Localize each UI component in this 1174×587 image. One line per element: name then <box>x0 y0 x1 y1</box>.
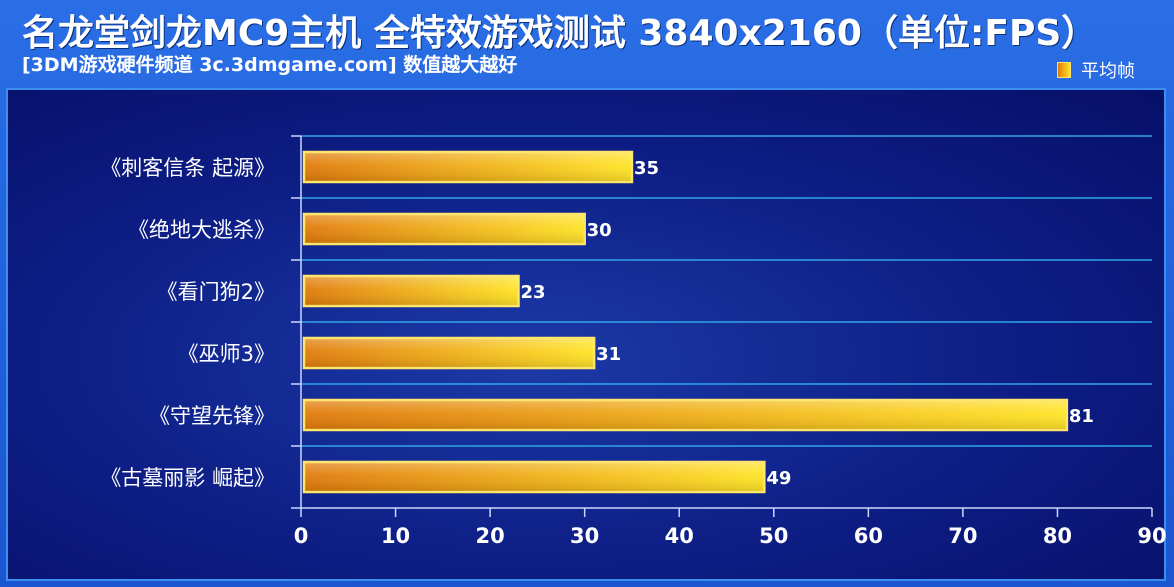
grid-lines <box>301 135 1152 447</box>
bar-shine <box>305 339 594 367</box>
x-tick-label: 40 <box>665 524 694 548</box>
category-label: 《守望先锋》 <box>149 404 275 428</box>
bar-shine <box>305 463 764 491</box>
x-tick-label: 70 <box>948 524 977 548</box>
bar-shine <box>305 153 631 181</box>
x-tick-label: 20 <box>475 524 504 548</box>
x-tick-label: 80 <box>1043 524 1072 548</box>
plot-panel <box>6 88 1166 581</box>
category-label: 《古墓丽影 崛起》 <box>100 466 275 490</box>
legend-swatch <box>1057 62 1071 78</box>
value-label: 23 <box>520 282 545 303</box>
category-label: 《看门狗2》 <box>157 280 275 304</box>
x-tick-label: 60 <box>854 524 883 548</box>
labels: 0 10 20 30 40 50 60 70 80 90 《刺客信条 起源》 35 《绝地大逃杀》 30 《… <box>100 156 1166 548</box>
value-label: 35 <box>634 158 659 179</box>
x-tick-label: 10 <box>381 524 410 548</box>
bar-shine <box>305 277 518 305</box>
value-label: 49 <box>766 468 791 489</box>
x-tick-label: 0 <box>294 524 309 548</box>
legend-label: 平均帧 <box>1081 61 1135 82</box>
bar-shine <box>305 401 1066 429</box>
axes <box>291 135 1153 517</box>
value-label: 30 <box>587 220 612 241</box>
value-label: 31 <box>596 344 621 365</box>
category-label: 《刺客信条 起源》 <box>100 156 275 180</box>
bars <box>302 150 1069 494</box>
category-label: 《巫师3》 <box>178 342 275 366</box>
x-tick-label: 90 <box>1137 524 1166 548</box>
bar-shine <box>305 215 584 243</box>
chart-title: 名龙堂剑龙MC9主机 全特效游戏测试 3840x2160（单位:FPS） <box>22 13 1098 54</box>
category-label: 《绝地大逃杀》 <box>128 218 275 242</box>
x-tick-label: 30 <box>570 524 599 548</box>
legend: 平均帧 <box>1057 57 1135 83</box>
chart-subtitle: [3DM游戏硬件频道 3c.3dmgame.com] 数值越大越好 <box>22 54 518 76</box>
value-label: 81 <box>1069 406 1094 427</box>
x-tick-label: 50 <box>759 524 788 548</box>
